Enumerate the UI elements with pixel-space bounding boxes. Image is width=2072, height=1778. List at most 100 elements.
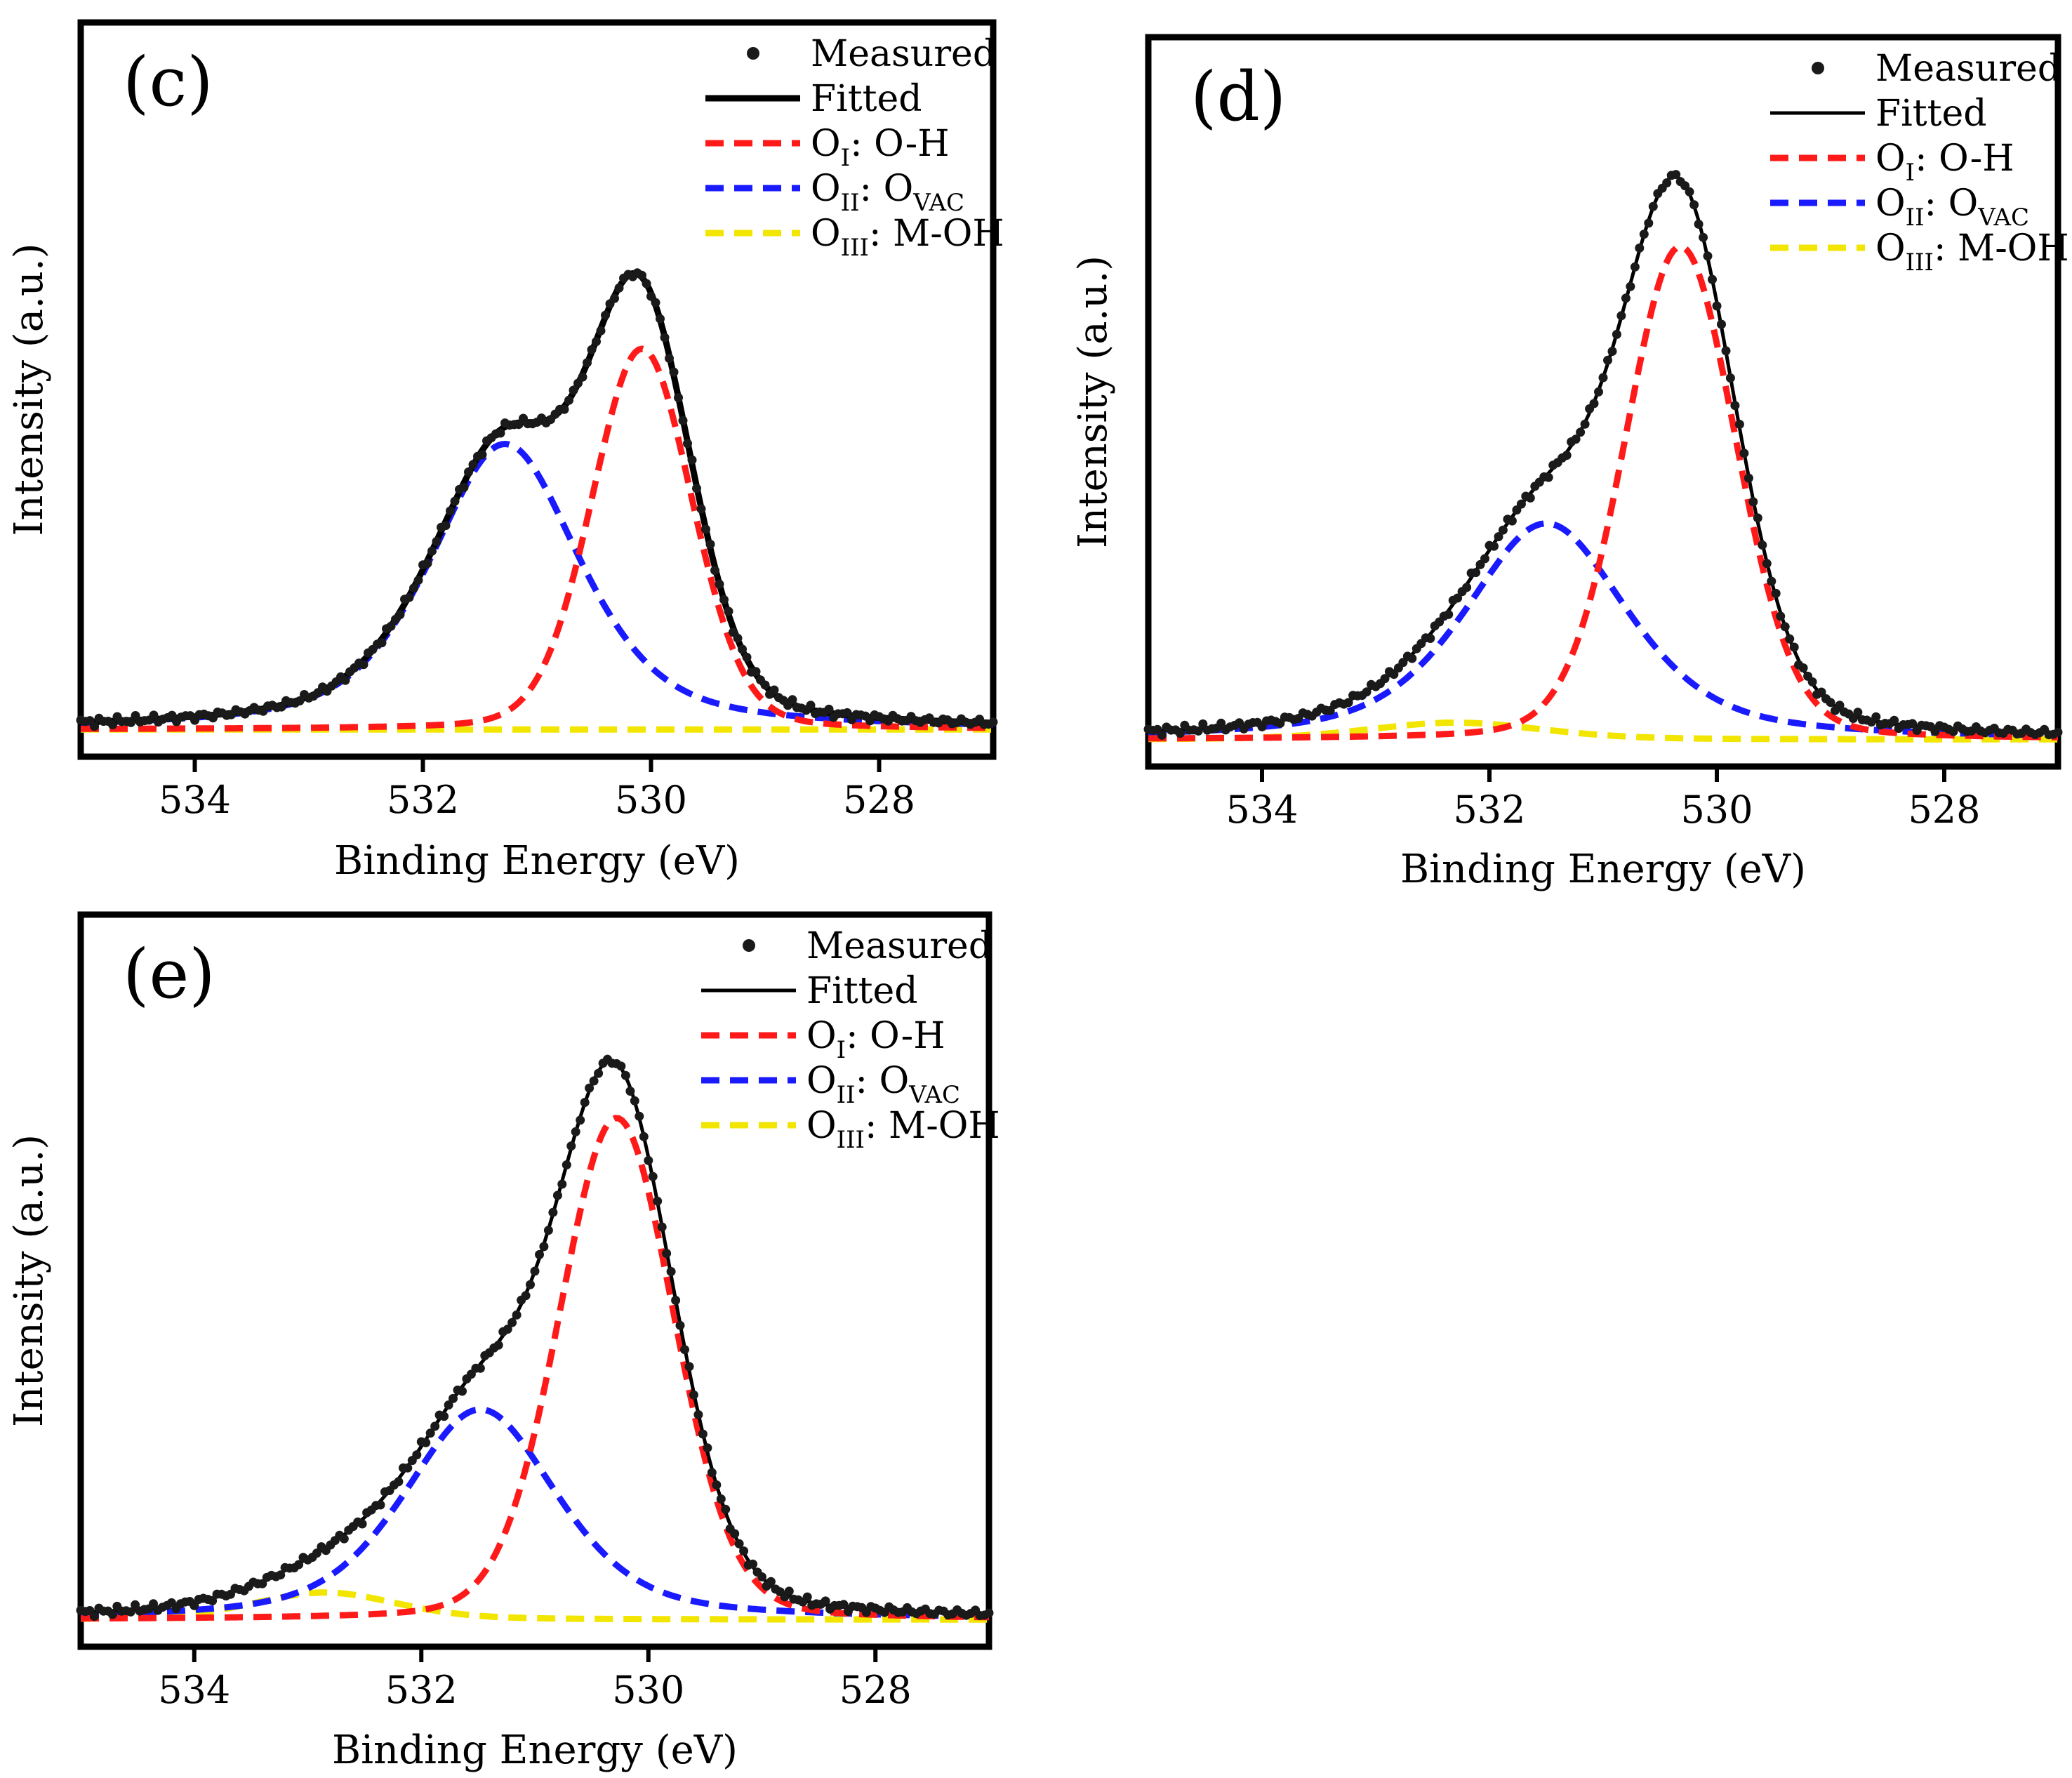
measured-point	[614, 283, 624, 293]
measured-point	[521, 1291, 531, 1301]
measured-point	[413, 576, 423, 585]
measured-point	[610, 293, 619, 303]
measured-point	[1216, 718, 1226, 728]
oi-component-curve	[80, 1115, 990, 1622]
measured-point	[1444, 609, 1454, 619]
measured-point	[1890, 715, 1899, 725]
measured-point	[1807, 677, 1817, 686]
measured-point	[425, 1428, 435, 1438]
x-tick-label: 532	[387, 778, 459, 822]
measured-point	[716, 1494, 726, 1504]
measured-point	[666, 1267, 676, 1276]
measured-point	[394, 1477, 404, 1487]
measured-point	[543, 1226, 553, 1235]
measured-point	[594, 1068, 604, 1078]
measured-point	[766, 1577, 776, 1586]
measured-point	[625, 1087, 635, 1096]
measured-point	[450, 496, 460, 506]
measured-point	[644, 1155, 653, 1165]
measured-point	[674, 393, 683, 402]
legend-label: OIII: M-OH	[811, 213, 1004, 262]
measured-point	[1744, 473, 1753, 483]
measured-point	[512, 1310, 522, 1320]
x-tick-label: 528	[843, 778, 915, 822]
measured-point	[1594, 387, 1603, 397]
measured-point	[569, 385, 578, 395]
measured-point	[557, 1179, 567, 1189]
measured-point	[578, 372, 587, 382]
oi-component-curve	[80, 345, 993, 732]
measured-point	[386, 621, 396, 631]
measured-point	[1767, 576, 1777, 586]
measured-point	[748, 1559, 758, 1569]
measured-point	[665, 354, 674, 363]
measured-point	[1630, 262, 1640, 272]
measured-point	[412, 1450, 422, 1460]
measured-point	[705, 539, 715, 549]
measured-point	[1626, 281, 1635, 291]
legend-label: OI: O-H	[1875, 138, 2014, 187]
measured-point	[1494, 532, 1503, 542]
panel-c: 534 532 530 528 Binding Energy (eV) Intensity…	[6, 19, 1004, 884]
legend-label: OI: O-H	[811, 123, 950, 172]
measured-point	[1798, 663, 1808, 672]
measured-point	[1908, 719, 1918, 729]
measured-point	[108, 720, 117, 729]
y-axis-title: Intensity (a.u.)	[1070, 256, 1116, 548]
measured-point	[1826, 698, 1835, 708]
measured-point	[760, 680, 770, 690]
x-tick-label: 530	[1680, 788, 1753, 832]
measured-point	[988, 717, 998, 727]
measured-point	[90, 722, 99, 731]
panel-label: (d)	[1190, 58, 1286, 136]
measured-point	[1507, 516, 1517, 526]
measured-point	[1853, 708, 1863, 717]
plot-frame	[77, 911, 992, 1650]
measured-point	[503, 1325, 512, 1334]
panel-e: 534 532 530 528 Binding Energy (eV) Intensity…	[6, 911, 1000, 1773]
legend-measured-marker	[1812, 62, 1824, 74]
measured-point	[1157, 730, 1167, 740]
measured-point	[1607, 347, 1617, 356]
measured-point	[675, 1320, 685, 1330]
x-tick-label: 532	[1453, 788, 1525, 832]
measured-point	[1771, 588, 1781, 598]
measured-point	[477, 450, 487, 460]
legend-label: Fitted	[806, 970, 918, 1012]
measured-point	[1734, 420, 1744, 429]
plot-frame	[1145, 34, 2061, 770]
measured-point	[806, 701, 816, 710]
legend-measured-marker	[747, 47, 759, 60]
measured-point	[1576, 427, 1586, 437]
legend-label: OIII: M-OH	[806, 1105, 1000, 1154]
legend-label: OI: O-H	[806, 1015, 945, 1064]
x-tick-label: 534	[1226, 788, 1298, 832]
measured-point	[620, 1070, 630, 1080]
measured-point	[1708, 274, 1717, 284]
plot-frame	[77, 19, 997, 760]
measured-point	[295, 696, 305, 705]
measured-point	[1725, 373, 1735, 383]
measured-point	[131, 711, 140, 720]
measured-point	[1871, 712, 1881, 722]
measured-point	[824, 704, 834, 714]
measured-point	[1712, 301, 1722, 311]
measured-point	[294, 1560, 304, 1570]
measured-point	[757, 1572, 766, 1581]
x-tick-label: 532	[385, 1668, 458, 1712]
measured-point	[583, 358, 592, 368]
measured-point	[535, 1249, 544, 1259]
measured-point	[1635, 243, 1645, 253]
measured-point	[559, 404, 569, 414]
measured-point	[530, 1266, 540, 1276]
measured-point	[566, 1141, 576, 1151]
measured-point	[564, 395, 573, 405]
measured-point	[696, 504, 706, 514]
measured-point	[1717, 319, 1726, 329]
x-tick-label: 528	[839, 1668, 912, 1712]
measured-point	[657, 1222, 667, 1232]
measured-point	[126, 717, 135, 727]
measured-point	[1603, 355, 1612, 365]
